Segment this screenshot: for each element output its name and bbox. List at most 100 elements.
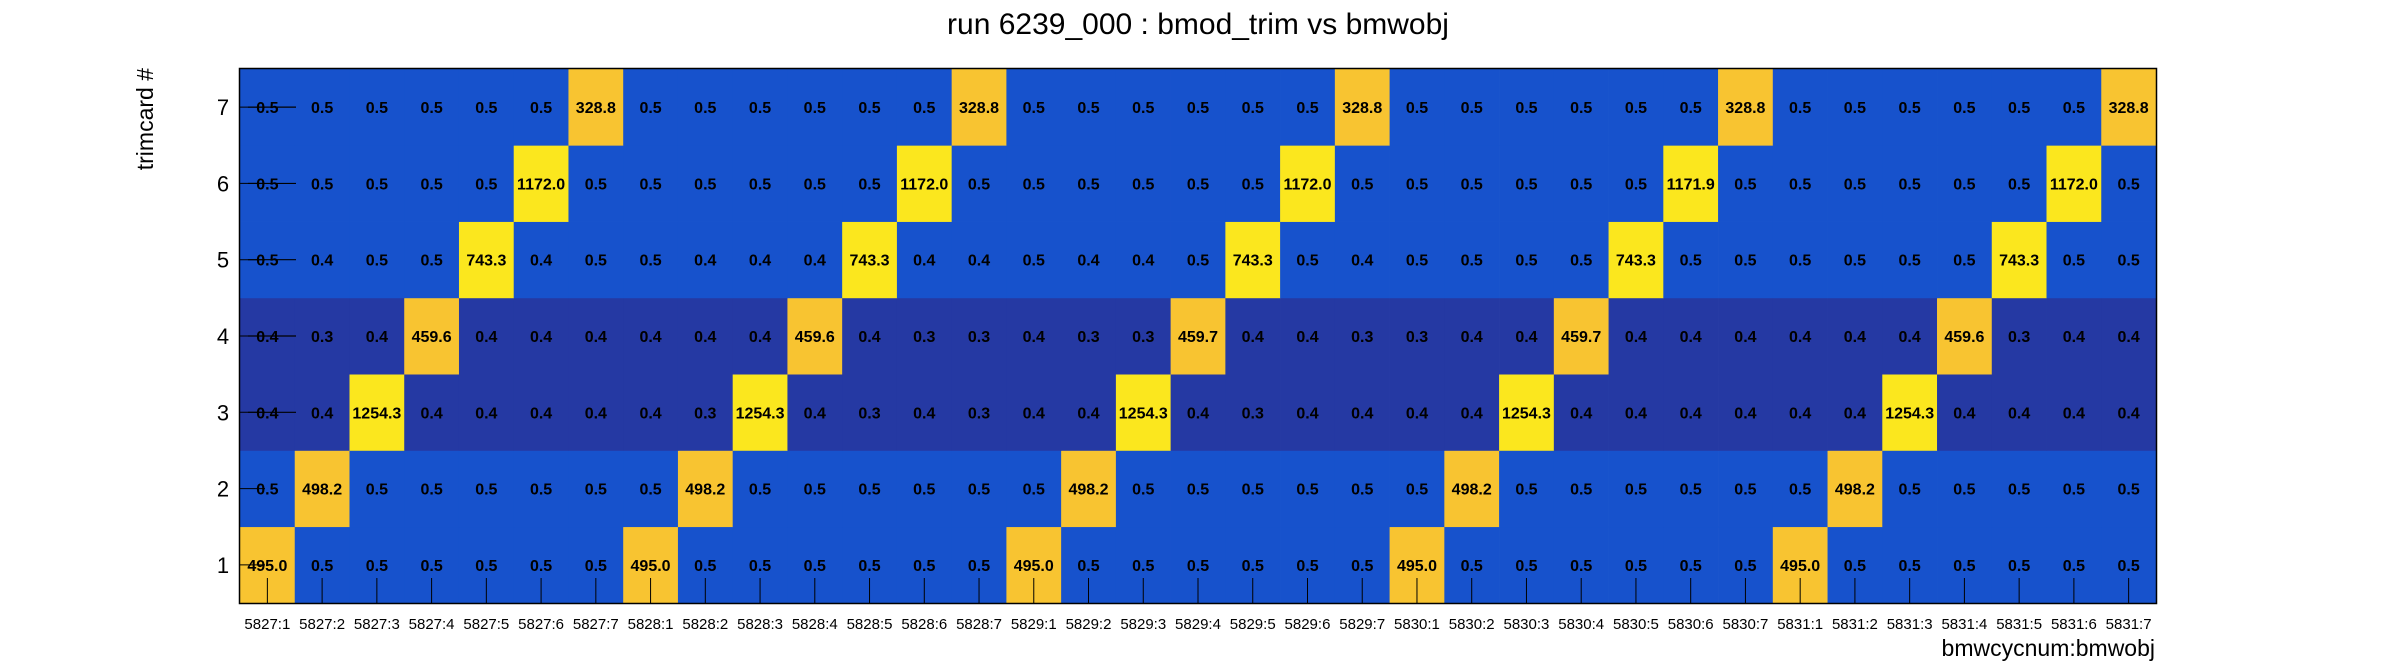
- heatmap-cell: [1553, 297, 1609, 375]
- heatmap-cell-label: 459.7: [1561, 329, 1601, 346]
- heatmap-cell: [1718, 69, 1774, 146]
- heatmap-cell-labels: 495.0 0.5 0.5 0.5 0.5 0.5 0.5 495.0 0.5 0.5 0.5 0.5…: [247, 100, 2148, 575]
- heatmap-cell-label: 0.5: [639, 253, 661, 270]
- heatmap-cell: [568, 450, 624, 528]
- heatmap-cell: [1663, 297, 1719, 375]
- heatmap-cell: [1061, 297, 1117, 375]
- heatmap-cell: [513, 374, 569, 451]
- heatmap-cell: [1334, 221, 1390, 299]
- heatmap-cell-label: 0.5: [2063, 100, 2085, 117]
- heatmap-cell: [1061, 69, 1117, 146]
- heatmap-cell: [1772, 145, 1828, 222]
- x-tick-label: 5829:4: [1175, 616, 1221, 633]
- heatmap-cell: [842, 145, 898, 222]
- x-tick-label: 5831:7: [2106, 616, 2152, 633]
- heatmap-cell-label: 0.5: [1296, 482, 1318, 499]
- heatmap-cell: [1115, 145, 1171, 222]
- heatmap-cell-label: 0.5: [2063, 253, 2085, 270]
- heatmap-cell: [1882, 221, 1938, 299]
- heatmap-cell: [951, 450, 1007, 528]
- heatmap-cell-label: 0.5: [1570, 482, 1592, 499]
- heatmap-cell: [349, 450, 405, 528]
- heatmap-cell: [1170, 450, 1226, 528]
- heatmap-cell-label: 0.3: [913, 329, 935, 346]
- heatmap-cell: [1006, 374, 1062, 451]
- heatmap-cell-label: 0.4: [420, 405, 442, 422]
- x-tick-label: 5827:4: [409, 616, 455, 633]
- heatmap-cell-label: 0.5: [1406, 100, 1428, 117]
- heatmap-cell-label: 0.4: [804, 405, 826, 422]
- heatmap-cell-label: 0.5: [2008, 176, 2030, 193]
- heatmap-cell: [1772, 374, 1828, 451]
- heatmap-cell: [1991, 374, 2047, 451]
- heatmap-cell-label: 0.4: [1406, 405, 1428, 422]
- heatmap-cell: [1006, 69, 1062, 146]
- x-tick-label: 5831:5: [1996, 616, 2042, 633]
- heatmap-cell-label: 0.5: [1844, 558, 1866, 575]
- heatmap-cell: [1389, 69, 1445, 146]
- heatmap-cell-label: 0.5: [639, 176, 661, 193]
- heatmap-cell: [568, 374, 624, 451]
- heatmap-cell-label: 0.5: [1406, 253, 1428, 270]
- x-tick-label: 5829:6: [1285, 616, 1331, 633]
- heatmap-cell: [1444, 221, 1500, 299]
- heatmap-cell-label: 0.5: [311, 558, 333, 575]
- heatmap-cell: [1170, 145, 1226, 222]
- heatmap-cell-label: 0.5: [1625, 100, 1647, 117]
- heatmap-cell: [458, 297, 515, 375]
- heatmap-cell: [1608, 450, 1664, 528]
- y-axis-label: trimcard #: [132, 68, 158, 170]
- x-tick-label: 5831:2: [1832, 616, 1878, 633]
- heatmap-cell-label: 459.6: [795, 329, 835, 346]
- heatmap-cell: [732, 297, 788, 375]
- heatmap-cell-label: 1254.3: [352, 405, 401, 422]
- heatmap-cell: [951, 374, 1007, 451]
- heatmap-cell: [1006, 145, 1062, 222]
- heatmap-cell: [458, 145, 515, 222]
- heatmap-cell: [404, 297, 460, 375]
- heatmap-cell: [568, 145, 624, 222]
- heatmap-cell-label: 0.5: [1734, 253, 1756, 270]
- heatmap-cell: [1280, 69, 1336, 146]
- heatmap-cell: [2101, 69, 2157, 146]
- heatmap-cell-label: 0.5: [1406, 482, 1428, 499]
- heatmap-cell: [1663, 69, 1719, 146]
- heatmap-cell: [2046, 69, 2102, 146]
- x-tick-label: 5827:6: [518, 616, 564, 633]
- heatmap-cell-label: 0.5: [1953, 482, 1975, 499]
- x-tick-label: 5831:4: [1941, 616, 1987, 633]
- heatmap-cell: [294, 221, 350, 299]
- heatmap-cell-label: 0.5: [1680, 558, 1702, 575]
- heatmap-cell: [1718, 374, 1774, 451]
- heatmap-cell: [623, 221, 679, 299]
- heatmap-cell: [349, 145, 405, 222]
- heatmap-cell-label: 495.0: [631, 558, 671, 575]
- heatmap-cell: [623, 450, 679, 528]
- heatmap-cell: [951, 221, 1007, 299]
- heatmap-cell-label: 0.3: [968, 329, 990, 346]
- heatmap-cell-label: 0.5: [694, 176, 716, 193]
- heatmap-cell: [842, 450, 898, 528]
- heatmap-cell-label: 0.5: [420, 253, 442, 270]
- heatmap-cell: [404, 374, 460, 451]
- heatmap-cell: [294, 450, 350, 528]
- heatmap-cell: [732, 221, 788, 299]
- heatmap-cell-label: 0.4: [1625, 329, 1647, 346]
- heatmap-cell-label: 0.5: [1734, 482, 1756, 499]
- heatmap-cell: [458, 69, 515, 146]
- heatmap-cell-label: 0.4: [1077, 405, 1099, 422]
- heatmap-cell-label: 495.0: [1397, 558, 1437, 575]
- heatmap-cell-label: 0.5: [1296, 253, 1318, 270]
- heatmap-cell: [1991, 221, 2047, 299]
- heatmap-cell-label: 743.3: [466, 253, 506, 270]
- heatmap-cell-label: 0.5: [256, 100, 278, 117]
- heatmap-cell-label: 0.5: [1351, 176, 1373, 193]
- heatmap-cell: [1718, 450, 1774, 528]
- heatmap-cell-label: 0.5: [749, 558, 771, 575]
- heatmap-cell: [732, 69, 788, 146]
- y-axis-ticks: 1 2 3 4 5 6 7: [217, 95, 265, 578]
- heatmap-cell-label: 0.4: [694, 253, 716, 270]
- heatmap-cell: [349, 297, 405, 375]
- heatmap-cell: [842, 374, 898, 451]
- heatmap-cell: [2046, 450, 2102, 528]
